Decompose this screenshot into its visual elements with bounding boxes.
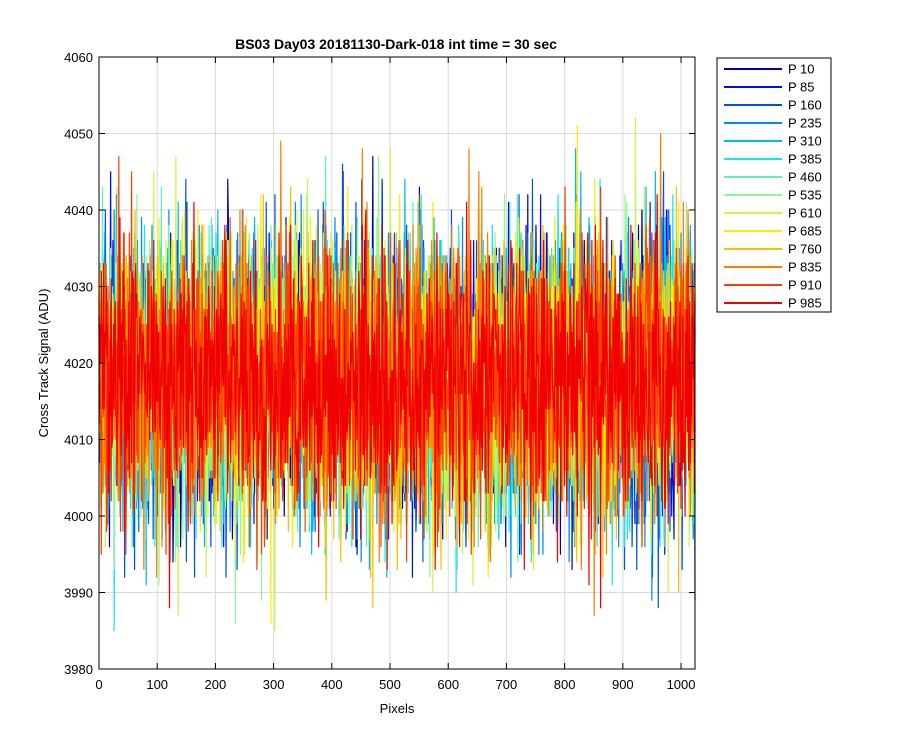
chart-title: BS03 Day03 20181130-Dark-018 int time = … bbox=[235, 36, 557, 52]
y-tick-label: 4010 bbox=[64, 433, 93, 448]
x-tick-label: 400 bbox=[321, 677, 343, 692]
y-axis-label: Cross Track Signal (ADU) bbox=[36, 289, 51, 438]
legend-label: P 985 bbox=[788, 296, 822, 311]
y-tick-label: 4030 bbox=[64, 280, 93, 295]
axis-ticks bbox=[98, 56, 695, 670]
x-tick-label: 600 bbox=[437, 677, 459, 692]
legend-label: P 835 bbox=[788, 260, 822, 275]
x-axis-label: Pixels bbox=[380, 701, 415, 716]
legend-label: P 685 bbox=[788, 224, 822, 239]
x-tick-label: 100 bbox=[146, 677, 168, 692]
legend-label: P 760 bbox=[788, 242, 822, 257]
y-tick-label: 4040 bbox=[64, 203, 93, 218]
x-tick-label: 200 bbox=[205, 677, 227, 692]
x-tick-label: 1000 bbox=[667, 677, 696, 692]
y-tick-label: 3990 bbox=[64, 586, 93, 601]
y-tick-label: 4050 bbox=[64, 127, 93, 142]
legend-label: P 910 bbox=[788, 278, 822, 293]
legend-label: P 85 bbox=[788, 80, 815, 95]
y-tick-label: 4000 bbox=[64, 509, 93, 524]
y-tick-label: 4020 bbox=[64, 356, 93, 371]
x-tick-label: 800 bbox=[554, 677, 576, 692]
x-tick-label: 500 bbox=[379, 677, 401, 692]
x-tick-label: 700 bbox=[496, 677, 518, 692]
x-tick-label: 0 bbox=[95, 677, 102, 692]
legend-label: P 385 bbox=[788, 152, 822, 167]
legend-label: P 460 bbox=[788, 170, 822, 185]
legend-items: P 10 P 85 P 160 P 235 P 310 P 385 P 460 P 535 P … bbox=[724, 62, 822, 311]
x-tick-label: 900 bbox=[612, 677, 634, 692]
legend-box bbox=[716, 57, 832, 313]
y-tick-label: 4060 bbox=[64, 50, 93, 65]
legend-label: P 160 bbox=[788, 98, 822, 113]
y-tick-label: 3980 bbox=[64, 662, 93, 677]
series-line bbox=[98, 155, 696, 571]
legend-label: P 535 bbox=[788, 188, 822, 203]
legend-label: P 235 bbox=[788, 116, 822, 131]
legend-label: P 10 bbox=[788, 62, 815, 77]
x-tick-label: 300 bbox=[263, 677, 285, 692]
legend-label: P 310 bbox=[788, 134, 822, 149]
series-line bbox=[98, 194, 696, 609]
legend-label: P 610 bbox=[788, 206, 822, 221]
legend[interactable]: P 10 P 85 P 160 P 235 P 310 P 385 P 460 P 535 P … bbox=[716, 57, 832, 313]
series-group bbox=[98, 117, 696, 632]
plot-area bbox=[98, 56, 696, 670]
